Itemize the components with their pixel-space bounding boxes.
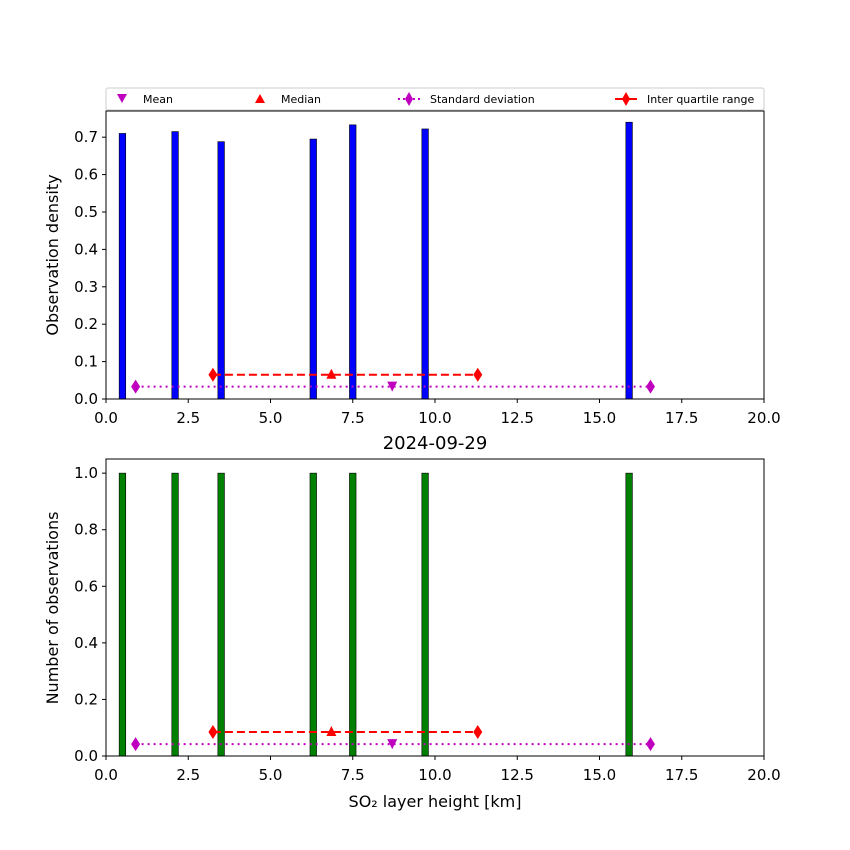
legend-frame — [105, 87, 765, 111]
x-tick-label: 20.0 — [747, 409, 780, 427]
x-tick-label: 12.5 — [501, 409, 534, 427]
std-lower-marker — [131, 379, 141, 394]
bar — [421, 472, 429, 757]
x-tick-label: 15.0 — [583, 766, 616, 784]
x-tick-label: 7.5 — [341, 409, 365, 427]
mean-marker — [387, 739, 398, 750]
iqr-lower-marker — [208, 367, 218, 382]
bar — [118, 133, 127, 400]
y-tick-label: 0.1 — [74, 353, 98, 371]
count-stats — [131, 724, 655, 752]
median-marker — [326, 725, 337, 736]
count-bars — [118, 472, 633, 757]
count-panel: 2024-09-29 0.0 2.5 5.0 7.5 10.0 12.5 15.0 17.5 2… — [43, 433, 781, 811]
y-tick-label: 0.0 — [74, 390, 98, 408]
legend-iqr-label: Inter quartile range — [647, 93, 754, 106]
legend-std-label: Standard deviation — [430, 93, 535, 106]
iqr-upper-marker — [473, 367, 483, 382]
y-tick-label: 0.4 — [74, 634, 98, 652]
x-tick-label: 0.0 — [94, 766, 118, 784]
bar — [349, 472, 357, 757]
legend-median-marker — [255, 94, 265, 103]
bar — [421, 128, 429, 400]
x-tick-label: 7.5 — [341, 766, 365, 784]
iqr-upper-marker — [473, 724, 483, 739]
y-tick-label: 0.7 — [74, 128, 98, 146]
y-tick-label: 0.0 — [74, 747, 98, 765]
count-chart-title: 2024-09-29 — [383, 433, 488, 454]
count-y-axis-label: Number of observations — [43, 512, 62, 705]
bar — [217, 472, 225, 757]
bar — [625, 121, 633, 400]
y-tick-label: 1.0 — [74, 464, 98, 482]
count-x-ticks: 0.0 2.5 5.0 7.5 10.0 12.5 15.0 17.5 20.0 — [94, 756, 781, 784]
std-upper-marker — [645, 737, 655, 752]
x-tick-label: 17.5 — [665, 766, 698, 784]
bar — [309, 472, 317, 757]
x-tick-label: 17.5 — [665, 409, 698, 427]
x-tick-label: 12.5 — [501, 766, 534, 784]
x-tick-label: 15.0 — [583, 409, 616, 427]
bar — [217, 141, 225, 400]
legend-iqr-marker — [622, 92, 630, 106]
std-lower-marker — [131, 737, 141, 752]
std-upper-marker — [645, 379, 655, 394]
y-tick-label: 0.8 — [74, 521, 98, 539]
mean-marker — [387, 381, 398, 392]
y-tick-label: 0.4 — [74, 240, 98, 258]
count-x-axis-label: SO₂ layer height [km] — [349, 792, 522, 811]
median-marker — [326, 368, 337, 379]
y-tick-label: 0.6 — [74, 166, 98, 184]
count-axes-frame — [105, 458, 765, 757]
x-tick-label: 2.5 — [176, 766, 200, 784]
legend: Mean Median Standard deviation Inter qua… — [105, 87, 765, 111]
legend-median-label: Median — [281, 93, 321, 106]
iqr-lower-marker — [208, 724, 218, 739]
legend-mean-label: Mean — [143, 93, 173, 106]
bar — [118, 472, 127, 757]
x-tick-label: 20.0 — [747, 766, 780, 784]
y-tick-label: 0.2 — [74, 690, 98, 708]
legend-std-marker — [405, 92, 413, 106]
density-y-axis-label: Observation density — [43, 174, 62, 335]
density-panel: 0.0 2.5 5.0 7.5 10.0 12.5 15.0 17.5 20.0 0.00.10… — [43, 110, 781, 427]
density-axes-frame — [105, 110, 765, 400]
bar — [625, 472, 633, 757]
density-y-ticks: 0.0 0.1 0.2 0.3 0.4 0.5 0.6 0.7 — [74, 128, 106, 408]
count-y-ticks: 0.0 0.2 0.4 0.6 0.8 1.0 — [74, 464, 106, 765]
bar — [349, 124, 357, 400]
x-tick-label: 5.0 — [259, 409, 283, 427]
bar — [309, 138, 317, 400]
y-tick-label: 0.2 — [74, 315, 98, 333]
legend-mean-marker — [117, 94, 127, 103]
density-bars — [118, 121, 633, 400]
x-tick-label: 2.5 — [176, 409, 200, 427]
density-x-ticks: 0.0 2.5 5.0 7.5 10.0 12.5 15.0 17.5 20.0 — [94, 399, 781, 427]
x-tick-label: 5.0 — [259, 766, 283, 784]
density-stats — [131, 367, 655, 394]
x-tick-label: 10.0 — [418, 409, 451, 427]
y-tick-label: 0.3 — [74, 278, 98, 296]
x-tick-label: 0.0 — [94, 409, 118, 427]
x-tick-label: 10.0 — [418, 766, 451, 784]
y-tick-label: 0.5 — [74, 203, 98, 221]
bar — [171, 131, 179, 400]
y-tick-label: 0.6 — [74, 577, 98, 595]
bar — [171, 472, 179, 757]
